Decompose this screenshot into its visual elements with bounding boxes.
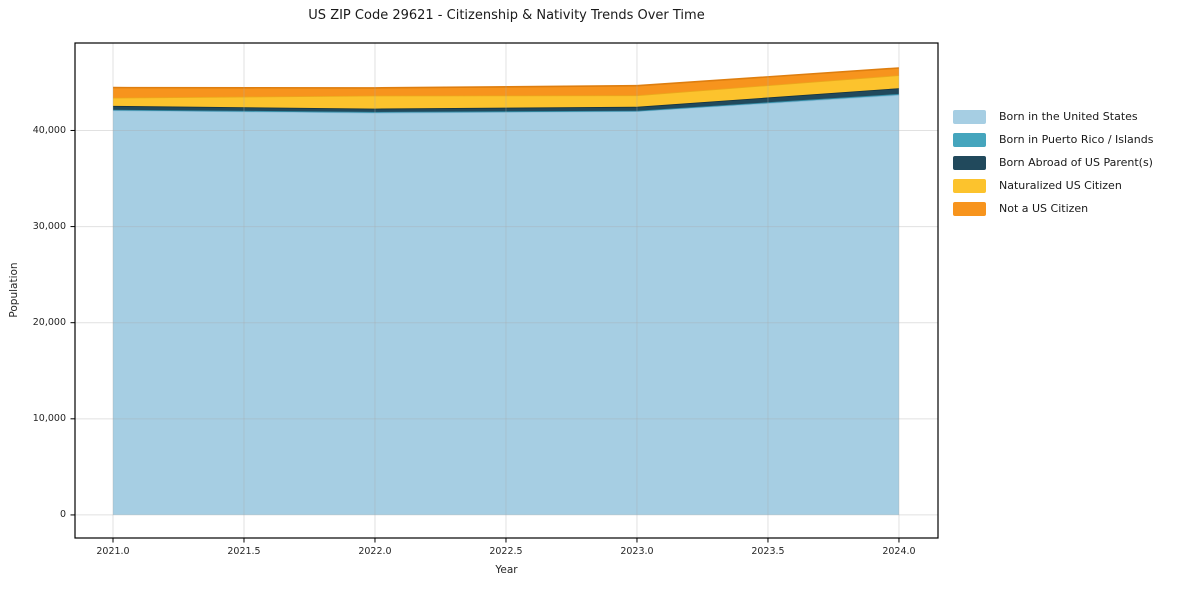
legend-label: Born in the United States	[999, 110, 1138, 123]
x-tick-label: 2021.0	[96, 546, 130, 557]
legend-swatch-not-citizen	[953, 201, 986, 216]
legend-item-not-citizen: Not a US Citizen	[953, 197, 1153, 220]
area-edge-born-in-puerto-rico-islands	[112, 93, 900, 113]
x-tick-label: 2023.5	[751, 546, 785, 557]
legend-swatch-born-abroad	[953, 155, 986, 170]
y-tick-label: 20,000	[32, 317, 66, 329]
x-tick-label: 2024.0	[882, 546, 916, 557]
legend-item-born-pr: Born in Puerto Rico / Islands	[953, 128, 1153, 151]
area-not-a-us-citizen	[113, 68, 899, 98]
legend-label: Naturalized US Citizen	[999, 179, 1122, 192]
x-tick-label: 2022.0	[358, 546, 392, 557]
legend-label: Born Abroad of US Parent(s)	[999, 156, 1153, 169]
legend: Born in the United States Born in Puerto…	[953, 105, 1153, 220]
area-naturalized-us-citizen	[113, 75, 899, 109]
legend-item-naturalized: Naturalized US Citizen	[953, 174, 1153, 197]
area-born-in-the-united-states	[113, 94, 899, 515]
legend-label: Not a US Citizen	[999, 202, 1089, 215]
x-tick-label: 2022.5	[489, 546, 523, 557]
y-tick-label: 40,000	[32, 124, 66, 136]
chart-title: US ZIP Code 29621 - Citizenship & Nativi…	[308, 8, 705, 23]
y-tick-label: 0	[59, 509, 66, 521]
legend-label: Born in Puerto Rico / Islands	[999, 133, 1154, 146]
legend-swatch-born-us	[953, 109, 986, 124]
x-tick-label: 2021.5	[227, 546, 261, 557]
plot-border	[74, 42, 939, 539]
legend-swatch-born-pr	[953, 132, 986, 147]
legend-item-born-us: Born in the United States	[953, 105, 1153, 128]
legend-swatch-naturalized	[953, 178, 986, 193]
area-born-abroad-of-us-parent-s	[113, 88, 899, 112]
y-tick-label: 30,000	[32, 221, 66, 233]
x-axis-label: Year	[495, 564, 518, 576]
area-edge-not-a-us-citizen	[112, 67, 900, 89]
x-tick-label: 2023.0	[620, 546, 654, 557]
y-tick-label: 10,000	[32, 413, 66, 425]
legend-item-born-abroad: Born Abroad of US Parent(s)	[953, 151, 1153, 174]
